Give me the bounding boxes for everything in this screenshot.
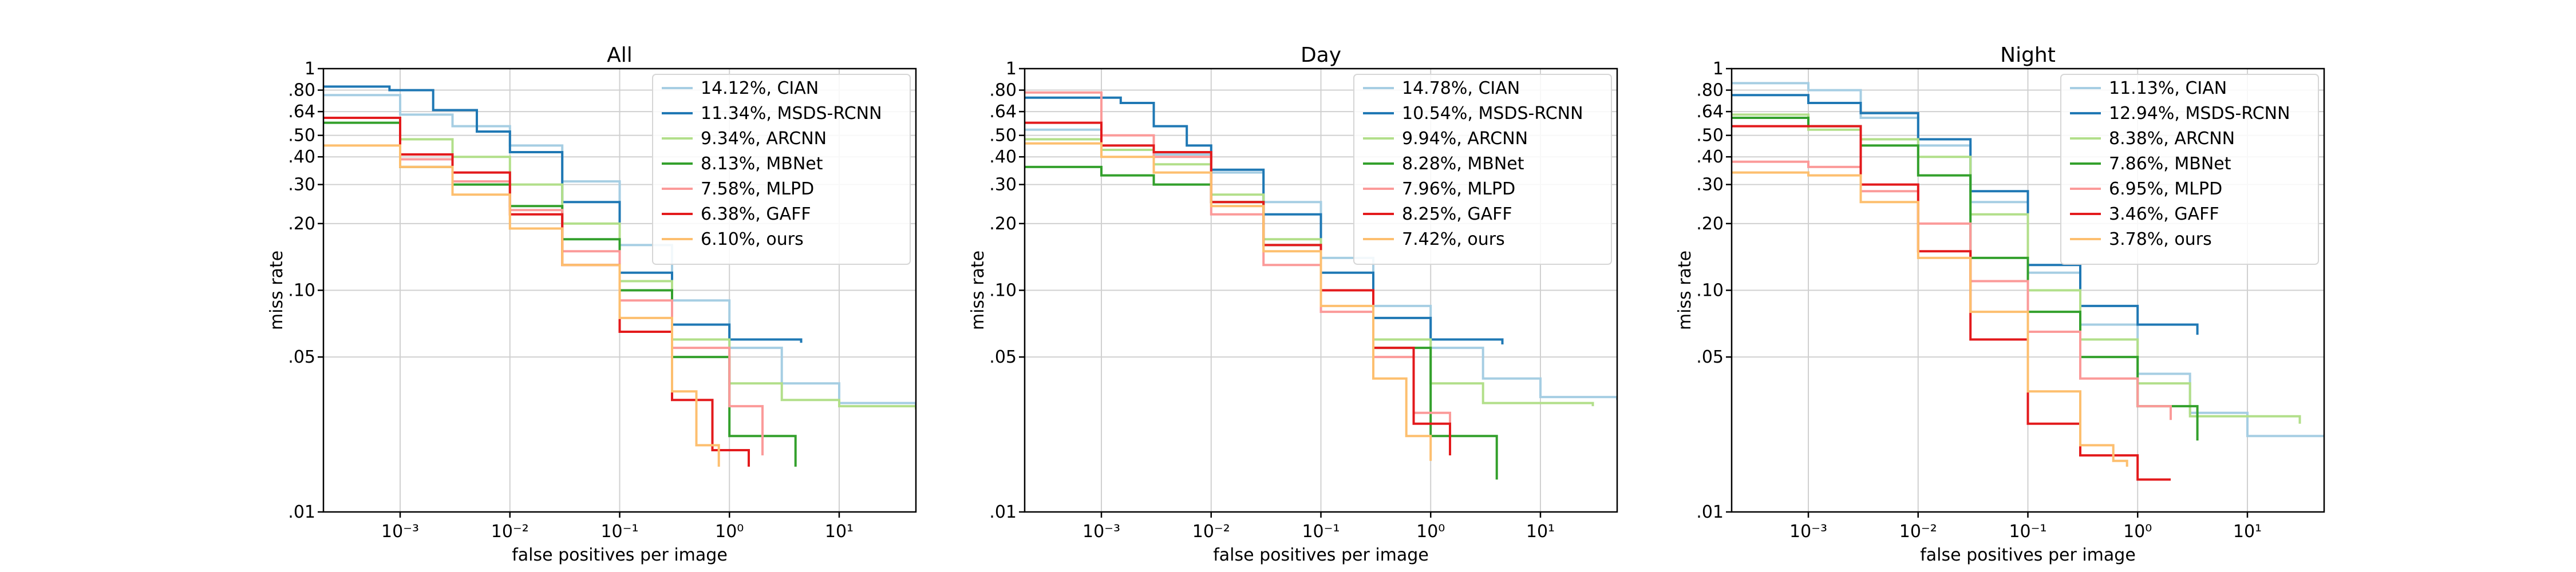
series-line-7-42-ours xyxy=(1025,142,1432,461)
legend-entry: 3.46%, GAFF xyxy=(2109,204,2219,224)
y-tick-label: .64 xyxy=(288,102,315,122)
y-tick-label: .05 xyxy=(288,347,315,367)
legend: 14.12%, CIAN 11.34%, MSDS-RCNN 9.34%, ARCN… xyxy=(652,74,911,265)
legend-entry: 7.58%, MLPD xyxy=(701,179,814,199)
y-tick-label: .64 xyxy=(989,102,1017,122)
series-group xyxy=(1025,91,1617,480)
y-tick-label: 1 xyxy=(1006,59,1017,79)
y-tick-label: .50 xyxy=(989,126,1017,146)
y-tick-label: .20 xyxy=(989,214,1017,234)
x-tick-label: 10⁰ xyxy=(2123,522,2152,542)
x-tick-label: 10⁻³ xyxy=(1082,522,1120,542)
legend-entry: 7.86%, MBNet xyxy=(2109,154,2231,174)
legend-entry: 6.95%, MLPD xyxy=(2109,179,2222,199)
x-tick-label: 10⁻¹ xyxy=(600,522,638,542)
y-tick-label: .30 xyxy=(1696,175,1724,195)
legend-entry: 12.94%, MSDS-RCNN xyxy=(2109,104,2290,124)
x-tick-label: 10⁻² xyxy=(491,522,529,542)
y-tick-label: .10 xyxy=(1696,281,1724,301)
legend-box xyxy=(1353,74,1612,265)
legend-entry: 14.12%, CIAN xyxy=(701,78,819,98)
legend-entry: 10.54%, MSDS-RCNN xyxy=(1402,104,1583,124)
legend-box xyxy=(652,74,911,265)
y-tick-label: .64 xyxy=(1696,102,1724,122)
series-line-10-54-msds-rcnn xyxy=(1025,96,1504,345)
y-tick-label: .50 xyxy=(1696,126,1724,146)
legend: 11.13%, CIAN 12.94%, MSDS-RCNN 8.38%, ARCN… xyxy=(2060,74,2319,265)
x-tick-label: 10⁻² xyxy=(1899,522,1937,542)
panel-all: 10⁻³ 10⁻² 10⁻¹ 10⁰ 10¹ .01 .05 .10 .20 .30 .40.50.… xyxy=(267,43,917,565)
y-tick-label: .30 xyxy=(989,175,1017,195)
legend-entry: 8.38%, ARCNN xyxy=(2109,129,2235,149)
legend-entry: 8.13%, MBNet xyxy=(701,154,823,174)
x-axis-label: false positives per image xyxy=(1213,545,1429,565)
series-line-6-10-ours xyxy=(323,144,720,467)
y-axis-label: miss rate xyxy=(267,251,287,330)
x-tick-label: 10⁻¹ xyxy=(2009,522,2046,542)
x-axis-label: false positives per image xyxy=(512,545,728,565)
y-tick-label: .01 xyxy=(1696,502,1724,522)
legend-entry: 7.96%, MLPD xyxy=(1402,179,1515,199)
panel-night: 10⁻³ 10⁻² 10⁻¹ 10⁰ 10¹ .01 .05 .10 .20 .30 .40.50.… xyxy=(1675,43,2325,565)
x-axis-label: false positives per image xyxy=(1920,545,2136,565)
y-tick-label: .40 xyxy=(1696,147,1724,167)
legend-entry: 11.13%, CIAN xyxy=(2109,78,2227,98)
x-tick-label: 10⁻¹ xyxy=(1302,522,1340,542)
y-tick-label: .10 xyxy=(288,281,315,301)
y-tick-label: .50 xyxy=(288,126,315,146)
chart-title: All xyxy=(607,43,633,67)
x-tick-label: 10¹ xyxy=(825,522,854,542)
legend-entry: 6.38%, GAFF xyxy=(701,204,811,224)
x-tick-label: 10⁻² xyxy=(1192,522,1230,542)
y-tick-label: .80 xyxy=(288,81,315,101)
x-tick-label: 10¹ xyxy=(1526,522,1555,542)
series-line-11-34-msds-rcnn xyxy=(323,85,803,343)
legend-entry: 14.78%, CIAN xyxy=(1402,78,1520,98)
legend-entry: 7.42%, ours xyxy=(1402,229,1505,249)
y-tick-label: .80 xyxy=(989,81,1017,101)
y-tick-label: .05 xyxy=(989,347,1017,367)
y-tick-label: .80 xyxy=(1696,81,1724,101)
series-group xyxy=(323,85,916,467)
legend-entry: 3.78%, ours xyxy=(2109,229,2212,249)
legend-entry: 9.94%, ARCNN xyxy=(1402,129,1528,149)
y-tick-label: .05 xyxy=(1696,347,1724,367)
x-tick-label: 10⁰ xyxy=(715,522,744,542)
series-group xyxy=(1732,82,2324,481)
legend-entry: 6.10%, ours xyxy=(701,229,804,249)
y-tick-label: .40 xyxy=(288,147,315,167)
series-line-3-78-ours xyxy=(1732,171,2128,467)
y-tick-label: .01 xyxy=(989,502,1017,522)
x-tick-label: 10⁻³ xyxy=(381,522,419,542)
x-tick-label: 10⁻³ xyxy=(1789,522,1827,542)
legend-entry: 11.34%, MSDS-RCNN xyxy=(701,104,882,124)
y-tick-label: .20 xyxy=(288,214,315,234)
y-tick-label: .30 xyxy=(288,175,315,195)
x-tick-label: 10¹ xyxy=(2233,522,2262,542)
y-tick-label: .40 xyxy=(989,147,1017,167)
chart-title: Day xyxy=(1301,43,1341,67)
series-line-3-46-gaff xyxy=(1732,125,2171,481)
chart-title: Night xyxy=(2000,43,2056,67)
y-tick-label: .01 xyxy=(288,502,315,522)
y-axis-label: miss rate xyxy=(1675,251,1695,330)
legend: 14.78%, CIAN 10.54%, MSDS-RCNN 9.94%, ARCN… xyxy=(1353,74,1612,265)
legend-entry: 9.34%, ARCNN xyxy=(701,129,827,149)
y-tick-label: .20 xyxy=(1696,214,1724,234)
legend-entry: 8.28%, MBNet xyxy=(1402,154,1524,174)
y-axis-label: miss rate xyxy=(968,251,988,330)
x-tick-label: 10⁰ xyxy=(1416,522,1445,542)
y-tick-label: .10 xyxy=(989,281,1017,301)
panel-day: 10⁻³ 10⁻² 10⁻¹ 10⁰ 10¹ .01 .05 .10 .20 .30 .40.50.… xyxy=(968,43,1618,565)
y-tick-label: 1 xyxy=(1713,59,1724,79)
y-tick-label: 1 xyxy=(305,59,315,79)
legend-entry: 8.25%, GAFF xyxy=(1402,204,1512,224)
legend-box xyxy=(2060,74,2319,265)
